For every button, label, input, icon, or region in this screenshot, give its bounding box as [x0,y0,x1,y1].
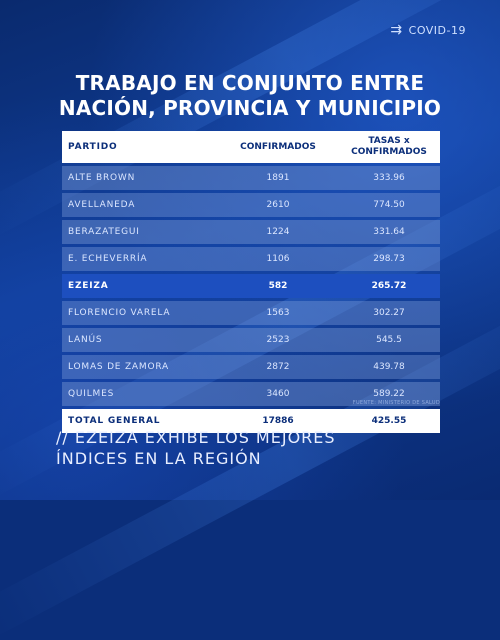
cell-tasa: 774.50 [373,200,405,210]
total-confirmados: 17886 [262,416,294,426]
title-line-2: NACIÓN, PROVINCIA Y MUNICIPIO [58,96,442,120]
table-row: LOMAS DE ZAMORA 2872 439.78 [62,355,440,379]
page-title: TRABAJO EN CONJUNTO ENTRE NACIÓN, PROVIN… [0,71,500,121]
cell-partido: LANÚS [68,335,103,345]
cell-tasa: 589.22 [373,389,405,399]
table-total-row: TOTAL GENERAL 17886 425.55 [62,409,440,433]
cell-partido: LOMAS DE ZAMORA [68,362,169,372]
table-header: PARTIDO CONFIRMADOS TASAS x CONFIRMADOS [62,131,440,163]
cell-partido: EZEIZA [68,281,109,291]
total-tasa: 425.55 [371,416,407,426]
cell-partido: AVELLANEDA [68,200,136,210]
table-row-highlighted: EZEIZA 582 265.72 [62,274,440,298]
cell-confirmados: 2523 [266,335,290,345]
table-row: QUILMES 3460 589.22 [62,382,440,406]
cell-confirmados: 1891 [266,173,290,183]
cases-table: PARTIDO CONFIRMADOS TASAS x CONFIRMADOS … [62,131,440,433]
total-label: TOTAL GENERAL [68,416,161,426]
cell-confirmados: 3460 [266,389,290,399]
cell-partido: FLORENCIO VARELA [68,308,171,318]
cell-tasa: 331.64 [373,227,405,237]
table-row: AVELLANEDA 2610 774.50 [62,193,440,217]
footer-headline: // EZEIZA EXHIBE LOS MEJORES ÍNDICES EN … [56,427,336,469]
cell-confirmados: 582 [268,281,288,291]
cell-partido: QUILMES [68,389,115,399]
cell-tasa: 302.27 [373,308,405,318]
footer-line-2: ÍNDICES EN LA REGIÓN [56,449,262,468]
table-row: ALTE BROWN 1891 333.96 [62,166,440,190]
source-note: FUENTE: MINISTERIO DE SALUD [352,400,440,406]
cell-confirmados: 2610 [266,200,290,210]
cell-tasa: 545.5 [376,335,402,345]
virus-arrows-icon: ⇉ [390,22,403,38]
header-tasas: TASAS x CONFIRMADOS [351,136,427,157]
covid-badge: ⇉ COVID-19 [390,22,466,38]
table-row: E. ECHEVERRÍA 1106 298.73 [62,247,440,271]
header-confirmados: CONFIRMADOS [240,142,316,152]
cell-partido: BERAZATEGUI [68,227,140,237]
table-row: FLORENCIO VARELA 1563 302.27 [62,301,440,325]
cell-tasa: 298.73 [373,254,405,264]
cell-tasa: 265.72 [371,281,407,291]
cell-tasa: 333.96 [373,173,405,183]
table-row: BERAZATEGUI 1224 331.64 [62,220,440,244]
cell-confirmados: 1224 [266,227,290,237]
cell-partido: E. ECHEVERRÍA [68,254,148,264]
cell-confirmados: 1563 [266,308,290,318]
header-partido: PARTIDO [68,142,118,152]
cell-confirmados: 1106 [266,254,290,264]
cell-tasa: 439.78 [373,362,405,372]
covid-label: COVID-19 [408,23,466,37]
cell-confirmados: 2872 [266,362,290,372]
table-row: LANÚS 2523 545.5 [62,328,440,352]
cell-partido: ALTE BROWN [68,173,136,183]
title-line-1: TRABAJO EN CONJUNTO ENTRE [75,71,425,95]
footer-line-1: // EZEIZA EXHIBE LOS MEJORES [56,428,336,447]
